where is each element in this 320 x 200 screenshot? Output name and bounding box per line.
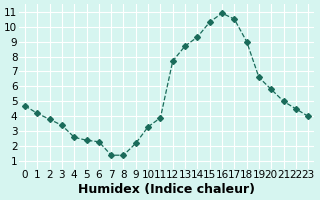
X-axis label: Humidex (Indice chaleur): Humidex (Indice chaleur): [78, 183, 255, 196]
